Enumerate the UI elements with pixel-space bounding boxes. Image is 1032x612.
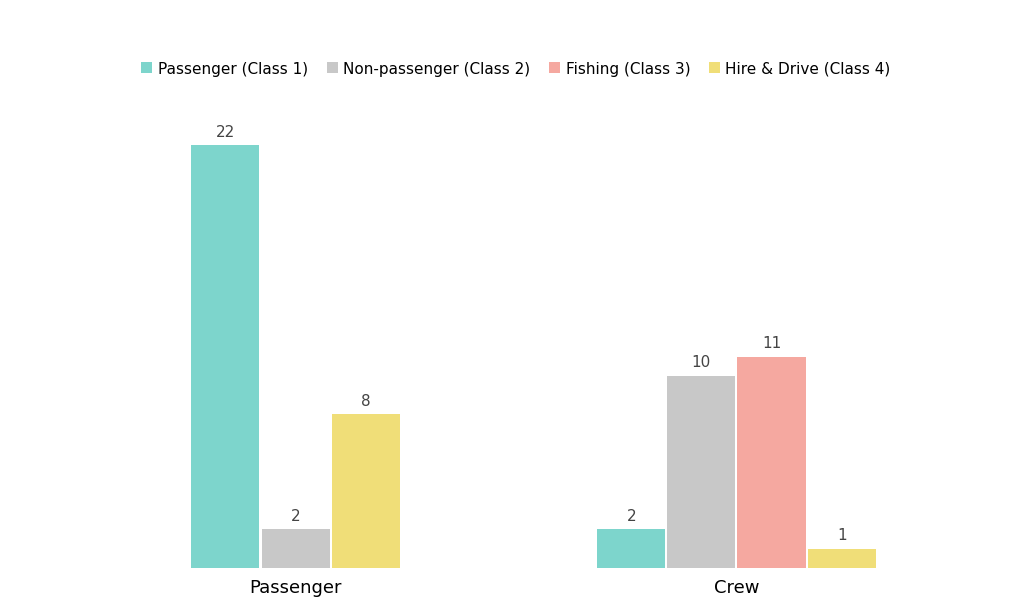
Legend: Passenger (Class 1), Non-passenger (Class 2), Fishing (Class 3), Hire & Drive (C: Passenger (Class 1), Non-passenger (Clas… [137,57,895,81]
Bar [191,146,259,568]
Text: 1: 1 [837,528,846,543]
Text: 2: 2 [626,509,636,524]
Bar [668,376,736,568]
Bar [738,357,806,568]
Bar [598,529,666,568]
Bar [808,549,876,568]
Text: 11: 11 [762,336,781,351]
Text: 22: 22 [216,125,235,140]
Text: 10: 10 [691,355,711,370]
Text: 8: 8 [361,394,370,409]
Bar [261,529,329,568]
Text: 2: 2 [291,509,300,524]
Bar [331,414,399,568]
